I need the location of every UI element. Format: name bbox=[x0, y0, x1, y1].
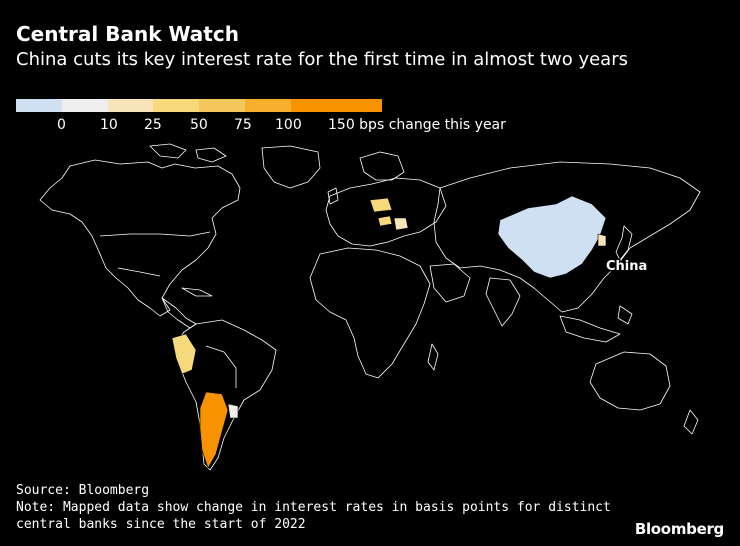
legend-swatch-150 bbox=[290, 99, 337, 112]
note-line-1: Note: Mapped data show change in interes… bbox=[16, 500, 611, 515]
country-south-korea bbox=[597, 233, 607, 247]
legend-swatch-50 bbox=[153, 99, 199, 112]
country-china bbox=[497, 195, 607, 279]
source-line: Source: Bloomberg bbox=[16, 483, 150, 498]
country-uk bbox=[327, 187, 339, 205]
legend-label-50: 50 bbox=[190, 117, 208, 133]
country-hungary bbox=[377, 215, 393, 227]
country-peru bbox=[171, 333, 197, 375]
world-map-svg: China China bbox=[39, 143, 701, 471]
country-europe bbox=[325, 177, 447, 247]
country-usa-canada-border bbox=[99, 231, 211, 237]
country-central-america bbox=[161, 297, 197, 329]
footer-notes: Source: Bloomberg Note: Mapped data show… bbox=[16, 482, 611, 533]
legend-swatch-75 bbox=[199, 99, 245, 112]
legend-label-25: 25 bbox=[144, 117, 162, 133]
legend-swatch-25 bbox=[107, 99, 154, 112]
country-cuba bbox=[181, 287, 213, 297]
legend-swatch-100 bbox=[244, 99, 291, 112]
country-romania bbox=[393, 217, 409, 231]
legend-label-10: 10 bbox=[100, 117, 118, 133]
country-madagascar bbox=[427, 343, 439, 371]
chart-title: Central Bank Watch bbox=[16, 22, 239, 46]
country-arabia bbox=[429, 263, 471, 303]
note-line-2: central banks since the start of 2022 bbox=[16, 517, 306, 532]
legend-label-0: 0 bbox=[57, 117, 66, 133]
chart-subtitle: China cuts its key interest rate for the… bbox=[16, 49, 628, 70]
country-mexico-border bbox=[117, 267, 161, 277]
country-africa bbox=[309, 247, 431, 379]
country-north-america bbox=[39, 159, 241, 317]
country-greenland bbox=[261, 145, 321, 189]
country-scandinavia bbox=[359, 151, 405, 181]
legend-swatch-10 bbox=[61, 99, 108, 112]
country-asia bbox=[433, 161, 701, 313]
country-japan bbox=[615, 225, 633, 261]
country-argentina bbox=[199, 391, 229, 469]
legend-color-bar bbox=[16, 99, 382, 112]
country-australia bbox=[589, 351, 671, 411]
legend-label-75: 75 bbox=[234, 117, 252, 133]
highlighted-countries bbox=[171, 195, 607, 469]
country-canada-islands bbox=[149, 143, 227, 163]
china-callout-label: China bbox=[606, 259, 647, 274]
country-poland bbox=[369, 197, 393, 213]
china-callout: China China bbox=[605, 258, 649, 276]
legend-label-150: 150 bps change this year bbox=[328, 117, 506, 133]
country-southeast-asia bbox=[559, 305, 633, 343]
legend-swatch-150b bbox=[336, 99, 382, 112]
china-callout-halo: China bbox=[606, 259, 647, 274]
land-outlines bbox=[39, 143, 701, 471]
country-india bbox=[485, 277, 521, 327]
bloomberg-logo: Bloomberg bbox=[634, 520, 724, 538]
country-uruguay bbox=[227, 403, 239, 419]
legend-swatch-0 bbox=[16, 99, 62, 112]
world-map: China China bbox=[0, 138, 740, 480]
country-brazil-border bbox=[205, 345, 237, 388]
legend-label-100: 100 bbox=[275, 117, 302, 133]
country-new-zealand bbox=[683, 409, 699, 435]
